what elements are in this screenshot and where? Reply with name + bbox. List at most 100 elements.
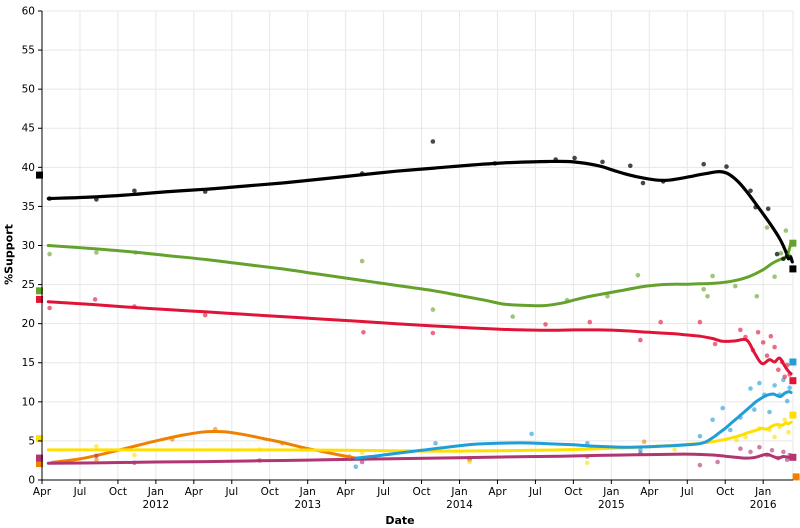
black-series-point [640,180,646,186]
green-series-point [605,294,610,299]
yellow-series-point [743,434,748,440]
green-series-line [46,240,793,308]
green-series-point [705,294,710,299]
y-tick-label: 20 [22,318,35,330]
black-series-point [781,256,786,262]
red-series-point [772,344,777,350]
blue-series-point [762,392,767,398]
purple-series-point [757,444,762,450]
red-series-point [430,330,436,336]
purple-series-point [776,455,781,461]
y-tick-label: 25 [22,279,35,291]
yellow-series-point [257,447,262,452]
green-series-point [710,273,715,279]
black-series-point [628,163,633,169]
yellow-series-result-marker [36,435,43,443]
red-series-point [755,330,761,335]
black-series-point [753,204,758,210]
orange-series-point [170,437,175,442]
yellow-series-point [757,426,762,431]
x-tick-label: Apr [33,486,52,498]
red-series-point [779,359,785,365]
yellow-series-point [777,424,782,430]
purple-series-point [764,452,770,458]
black-series-point [94,197,99,202]
blue-series-point [767,409,772,415]
black-series-point [47,196,52,201]
orange-series-point [347,454,352,459]
red-series-point [768,333,774,339]
green-series-point [510,314,515,319]
black-series-line [46,159,794,264]
x-tick-label: Jul [680,486,694,498]
green-series-point [772,274,777,280]
orange-series-result-marker [36,460,43,468]
y-tick-label: 30 [22,240,35,252]
blue-series-point [787,385,792,391]
red-series-point [738,327,743,333]
red-series-point [712,341,718,347]
red-series-result-marker [36,295,43,303]
blue-series-point [638,448,643,453]
red-series-point [787,372,792,377]
blue-series-point [353,464,359,470]
green-series-point [359,258,365,264]
blue-series-point [784,398,790,404]
green-series-point [47,251,52,257]
purple-series-point [784,457,790,463]
purple-series-point [781,449,786,455]
red-series-point [543,322,548,327]
black-series-point [600,159,605,165]
y-tick-label: 0 [28,475,35,487]
yellow-series-point [767,427,772,433]
yellow-series-point [734,437,739,443]
purple-series-point [715,459,720,465]
red-series-point [782,374,787,380]
purple-series-point [738,446,743,452]
red-series-point [750,347,756,353]
y-tick-label: 55 [22,45,35,57]
x-tick-label: Jan [602,486,619,498]
blue-series-point [720,405,725,411]
orange-series-result-marker [792,473,800,481]
y-tick-label: 15 [22,357,35,369]
blue-series-point [529,431,534,437]
red-series-point [47,305,52,311]
y-tick-label: 60 [22,5,35,17]
yellow-series-point [772,434,777,440]
orange-series-point [94,457,99,463]
yellow-series-point [94,444,99,449]
x-tick-label: Oct [412,486,430,498]
purple-series-point [257,458,262,463]
red-series-point [764,353,770,359]
black-series-point [774,251,780,257]
x-axis-title: Date [385,514,415,527]
purple-series-point [697,462,703,468]
green-series-point [778,251,784,256]
black-series-point [724,164,729,169]
blue-series-point [738,415,743,420]
blue-series-point [697,433,703,439]
yellow-series-point [585,460,590,466]
black-series-point [660,179,666,184]
x-tick-year-label: 2016 [750,499,777,511]
x-tick-label: Apr [640,486,659,498]
red-series-point [92,297,98,302]
x-tick-year-label: 2013 [294,499,321,511]
green-series-result-marker [36,287,43,295]
x-tick-label: Jan [450,486,467,498]
black-series-point [572,155,577,161]
x-tick-label: Jul [73,486,87,498]
x-tick-label: Jul [376,486,390,498]
red-series-point [760,340,766,345]
yellow-series-point [672,447,677,452]
green-series-point [754,294,760,299]
blue-series-result-marker [789,358,797,366]
purple-series-point [94,453,99,459]
green-series-point [430,307,436,312]
y-tick-label: 40 [22,162,35,174]
y-tick-label: 50 [22,84,35,96]
blue-series-point [433,441,438,446]
black-series-point [492,161,498,166]
